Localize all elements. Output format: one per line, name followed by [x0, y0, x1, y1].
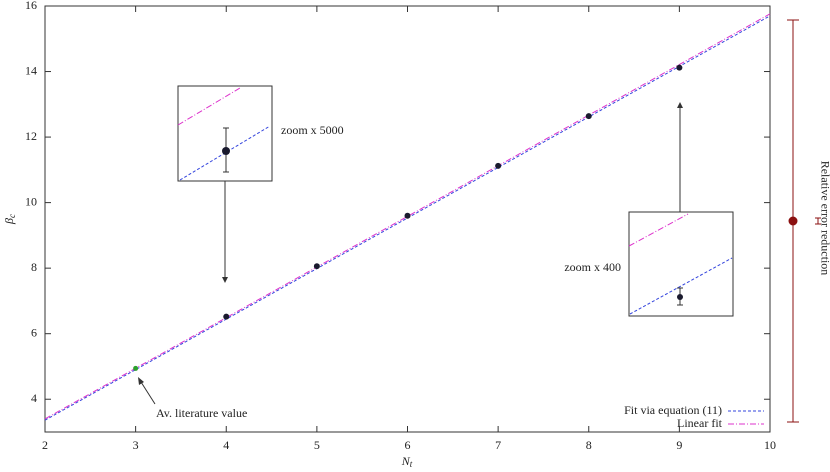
legend-label: Fit via equation (11)	[624, 403, 722, 417]
y-tick-label: 6	[31, 325, 37, 339]
literature-point	[133, 365, 139, 371]
annotation: Av. literature value	[156, 406, 247, 420]
data-point	[404, 212, 411, 219]
x-tick-label: 3	[133, 438, 139, 452]
x-tick-label: 5	[314, 438, 320, 452]
y-tick-label: 14	[25, 63, 37, 77]
y-tick-label: 16	[25, 0, 37, 12]
x-tick-label: 10	[764, 438, 776, 452]
x-tick-label: 2	[42, 438, 48, 452]
zoom-inset	[177, 85, 273, 283]
y-tick-label: 8	[31, 260, 37, 274]
side-label: Relative error reduction	[818, 161, 830, 276]
y-axis-label: βc	[2, 214, 17, 225]
y-tick-label: 12	[25, 129, 37, 143]
annotation-arrow	[138, 377, 156, 405]
x-tick-label: 8	[586, 438, 592, 452]
error-reduction	[787, 19, 821, 423]
data-point	[223, 313, 230, 320]
zoom-label: zoom x 400	[564, 260, 621, 274]
legend-label: Linear fit	[677, 416, 723, 430]
data-point	[585, 113, 592, 120]
data-point	[676, 64, 683, 71]
x-tick-label: 7	[495, 438, 501, 452]
y-tick-label: 10	[25, 194, 37, 208]
x-tick-label: 4	[223, 438, 229, 452]
data-point	[495, 162, 502, 169]
x-tick-label: 9	[676, 438, 682, 452]
data-point	[313, 263, 320, 270]
zoom-label: zoom x 5000	[281, 123, 344, 137]
x-axis-label: Nt	[401, 454, 413, 469]
x-tick-label: 6	[405, 438, 411, 452]
zoom-inset	[628, 102, 734, 317]
y-tick-label: 4	[31, 391, 37, 405]
